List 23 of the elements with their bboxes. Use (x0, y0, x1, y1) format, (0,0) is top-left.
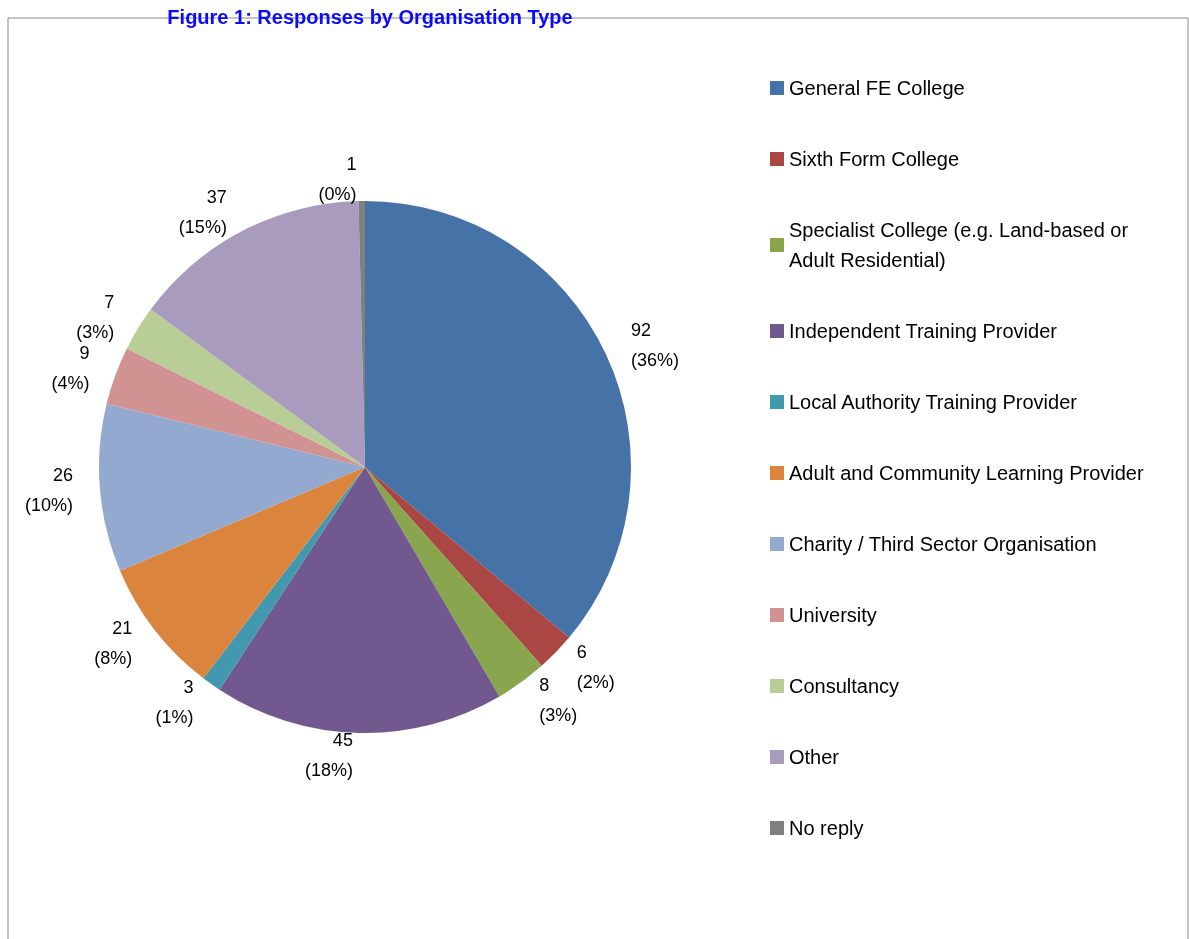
data-label: 45 (18%) (304, 729, 353, 780)
data-label: 37 (15%) (178, 186, 227, 237)
legend-label: Other (789, 746, 840, 768)
legend-label: General FE College (789, 77, 965, 99)
chart-title: Figure 1: Responses by Organisation Type (167, 6, 573, 28)
legend-label: No reply (789, 817, 864, 839)
legend-label: Adult and Community Learning Provider (789, 462, 1144, 484)
data-label: 6 (2%) (576, 642, 615, 693)
legend-label: Charity / Third Sector Organisation (789, 533, 1097, 555)
legend-label: Specialist College (e.g. Land-based or Adult Residential) (789, 219, 1134, 271)
legend-label: Sixth Form College (789, 148, 960, 170)
data-label: 3 (1%) (155, 677, 194, 728)
data-label: 92 (36%) (630, 320, 679, 371)
legend-label: Local Authority Training Provider (789, 391, 1078, 413)
data-label: 8 (3%) (539, 675, 578, 725)
data-label: 9 (4%) (51, 342, 90, 393)
data-label: 7 (3%) (76, 291, 115, 342)
data-label: 21 (8%) (94, 618, 133, 669)
legend-label: University (789, 604, 877, 626)
legend-label: Consultancy (789, 675, 900, 697)
legend-label: Independent Training Provider (789, 320, 1058, 342)
data-label: 26 (10%) (24, 465, 73, 516)
data-label: 1 (0%) (318, 154, 357, 205)
